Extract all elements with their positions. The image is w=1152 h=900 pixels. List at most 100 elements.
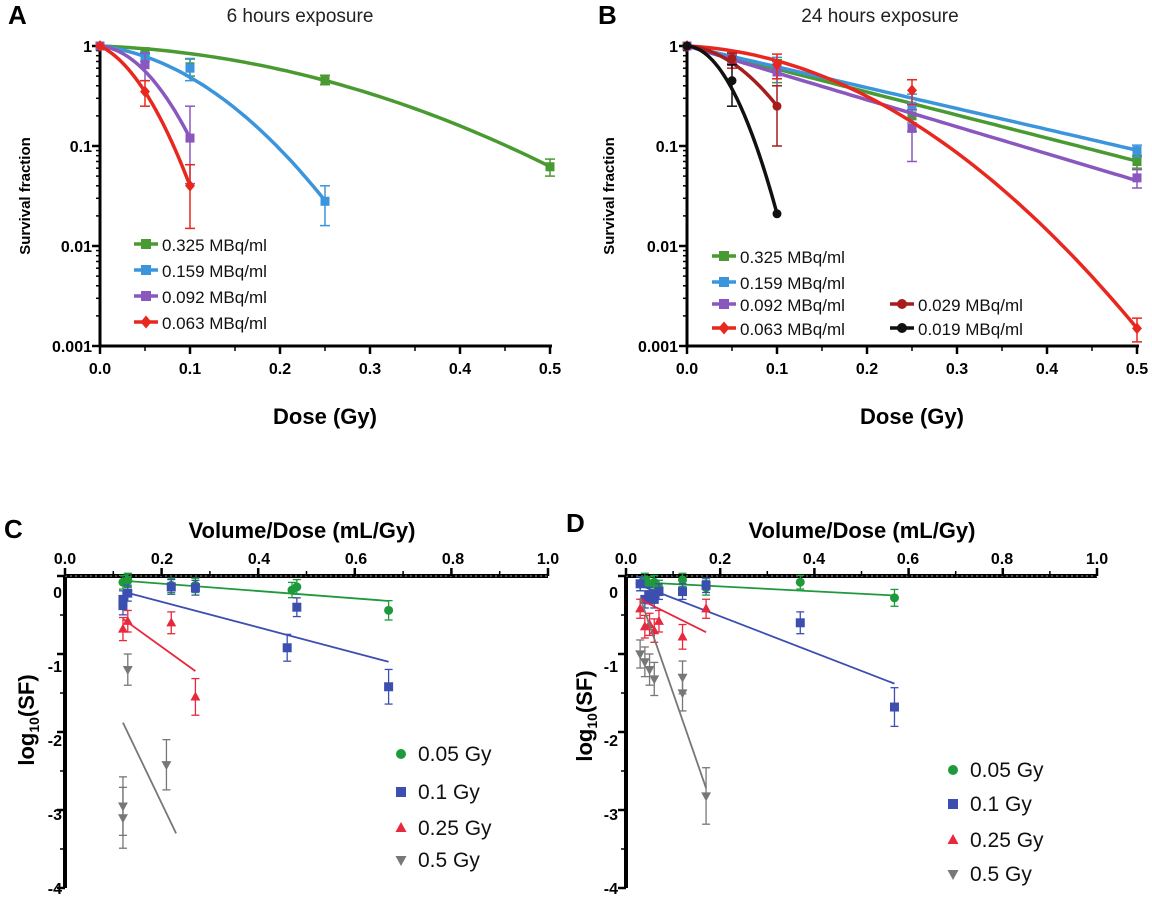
- y-tick-label: -1: [604, 659, 618, 676]
- panel-d-plot: [618, 568, 1099, 890]
- panel-a-x-axis-label: Dose (Gy): [273, 404, 377, 429]
- fit-curve: [99, 44, 327, 202]
- data-point: [701, 580, 711, 590]
- x-tick-label: 0.1: [179, 361, 201, 378]
- regression-line: [122, 618, 196, 672]
- legend-swatch-marker: [140, 315, 152, 329]
- x-tick-label: 1.0: [1086, 551, 1108, 568]
- x-tick-label: 0.8: [442, 551, 464, 568]
- x-tick-label: 0.4: [1036, 361, 1058, 378]
- series-0-092-mbq-ml: [682, 41, 1142, 189]
- legend-swatch-marker: [948, 765, 958, 775]
- legend-swatch-marker: [396, 749, 406, 759]
- x-tick-label: 0.2: [709, 551, 731, 568]
- data-point: [907, 101, 917, 111]
- legend-swatch-marker: [395, 822, 407, 832]
- x-tick-label: 0.4: [803, 551, 825, 568]
- panel-d: D Volume/Dose (mL/Gy) log10(SF) 0.0 0.2 …: [566, 508, 1108, 898]
- panel-c-ticks: 0.0 0.2 0.4 0.6 0.8 1.0 0 -1 -2 -3 -4: [48, 551, 559, 898]
- legend-label: 0.063 MBq/ml: [162, 314, 267, 333]
- x-tick-label: 0.6: [897, 551, 919, 568]
- legend-swatch-marker: [947, 834, 959, 844]
- y-tick-label: -2: [604, 733, 618, 750]
- data-point: [795, 577, 805, 587]
- series-0-019-mbq-ml: [682, 41, 782, 219]
- data-point: [639, 621, 650, 631]
- legend-label: 0.1 Gy: [970, 793, 1032, 816]
- data-point: [678, 575, 688, 585]
- data-point: [292, 582, 302, 592]
- data-point: [161, 761, 172, 771]
- data-point: [889, 593, 899, 603]
- y-tick-label: 0.01: [61, 239, 92, 256]
- legend-label: 0.159 MBq/ml: [162, 262, 267, 281]
- panel-a-title: 6 hours exposure: [227, 6, 374, 27]
- x-tick-label: 0.5: [539, 361, 561, 378]
- data-point: [649, 594, 659, 604]
- data-point: [95, 40, 105, 52]
- x-tick-label: 0.3: [359, 361, 381, 378]
- data-point: [772, 101, 782, 111]
- data-point: [185, 63, 195, 73]
- legend-label: 0.25 Gy: [418, 817, 492, 840]
- data-point: [727, 76, 737, 86]
- legend-swatch-marker: [141, 239, 151, 249]
- x-tick-label: 0.5: [1126, 361, 1148, 378]
- series-0-25-gy: [635, 598, 712, 650]
- data-point: [545, 162, 555, 172]
- data-point: [795, 618, 805, 628]
- data-point: [140, 85, 150, 98]
- panel-d-legend: 0.05 Gy 0.1 Gy 0.25 Gy 0.5 Gy: [970, 759, 1044, 886]
- data-point: [645, 591, 655, 600]
- panel-a-plot: [92, 40, 555, 354]
- y-tick-label: -1: [48, 659, 62, 676]
- x-tick-label: 0.8: [991, 551, 1013, 568]
- x-tick-label: 0.3: [946, 361, 968, 378]
- data-point: [320, 196, 330, 206]
- data-point: [654, 587, 664, 597]
- regression-line: [639, 584, 895, 685]
- panel-c-legend: 0.05 Gy 0.1 Gy 0.25 Gy 0.5 Gy: [418, 743, 492, 872]
- legend-label: 0.092 MBq/ml: [740, 296, 845, 315]
- data-point: [118, 814, 128, 824]
- x-tick-label: 1.0: [537, 551, 559, 568]
- panel-letter-a: A: [8, 0, 27, 30]
- data-point: [639, 658, 650, 668]
- legend-label: 0.029 MBq/ml: [918, 296, 1023, 315]
- data-point: [122, 666, 133, 675]
- legend-swatch-marker: [141, 291, 151, 301]
- regression-line: [639, 597, 707, 789]
- data-point: [185, 133, 195, 143]
- series-0-25-gy: [118, 609, 201, 716]
- legend-label: 0.05 Gy: [418, 743, 492, 766]
- data-point: [644, 666, 655, 675]
- data-point: [118, 623, 128, 633]
- regression-line: [639, 598, 707, 633]
- panel-c-x-axis-label: Volume/Dose (mL/Gy): [189, 518, 416, 543]
- chart-marks: [57, 40, 1142, 890]
- legend-swatch-marker: [897, 323, 907, 333]
- data-point: [1132, 146, 1142, 156]
- panel-a-ticks: 1 0.1 0.01 0.001 0.0 0.1 0.2 0.3 0.4 0.5: [52, 39, 561, 378]
- data-point: [1132, 156, 1142, 166]
- data-point: [889, 702, 899, 712]
- data-point: [123, 576, 133, 586]
- y-tick-label: -4: [48, 881, 62, 898]
- y-tick-label: 0.1: [656, 139, 678, 156]
- regression-line: [122, 722, 177, 834]
- data-point: [190, 691, 201, 701]
- x-tick-label: 0.0: [676, 361, 698, 378]
- legend-swatch-marker: [897, 299, 907, 309]
- data-point: [140, 47, 150, 57]
- x-tick-label: 0.0: [54, 551, 76, 568]
- series-0-1-gy: [635, 576, 899, 728]
- legend-swatch-marker: [719, 251, 729, 261]
- x-tick-label: 0.2: [856, 361, 878, 378]
- legend-label: 0.325 MBq/ml: [162, 236, 267, 255]
- data-point: [635, 579, 645, 589]
- x-tick-label: 0.4: [248, 551, 270, 568]
- data-point: [772, 209, 782, 219]
- data-point: [185, 179, 195, 192]
- panel-a: A 6 hours exposure Survival fraction Dos…: [8, 0, 561, 429]
